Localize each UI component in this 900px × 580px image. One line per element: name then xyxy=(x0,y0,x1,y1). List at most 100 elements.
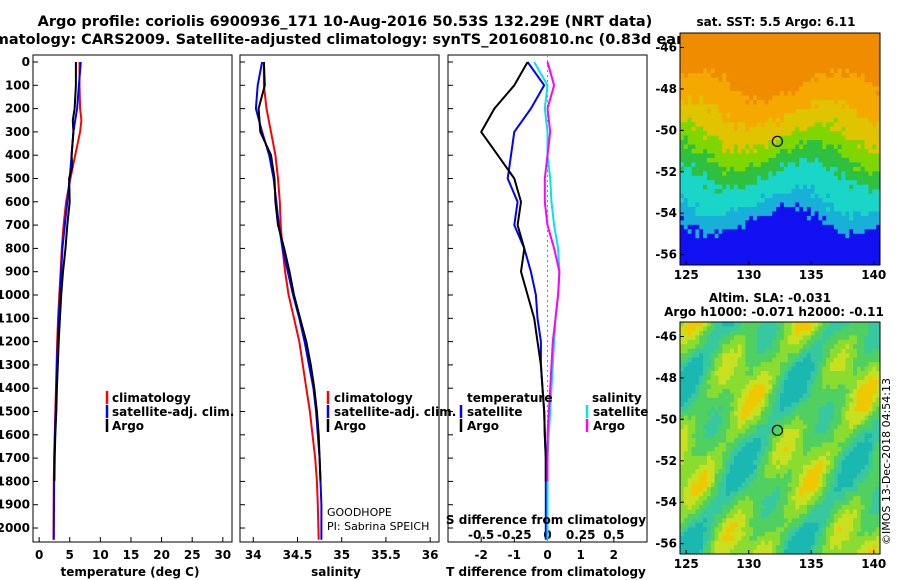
map-cell xyxy=(733,256,739,261)
map-cell xyxy=(872,442,877,448)
map-cell xyxy=(706,117,712,123)
map-cell xyxy=(737,256,742,261)
map-cell xyxy=(772,95,777,101)
map-cell xyxy=(753,420,758,426)
map-cell xyxy=(841,247,846,253)
map-cell xyxy=(849,348,854,354)
map-cell xyxy=(722,500,727,506)
map-cell xyxy=(680,64,685,70)
map-cell xyxy=(710,487,716,492)
map-cell xyxy=(876,375,881,381)
map-cell xyxy=(687,99,692,105)
map-cell xyxy=(753,406,758,412)
map-cell xyxy=(826,193,831,199)
map-cell xyxy=(803,140,808,145)
map-cell xyxy=(856,184,862,190)
map-cell xyxy=(830,113,835,119)
map-cell xyxy=(726,202,731,208)
map-cell xyxy=(737,55,742,61)
x-tick-label: 10 xyxy=(92,548,109,562)
map-cell xyxy=(730,180,735,186)
map-cell xyxy=(706,348,712,354)
map-cell xyxy=(826,451,831,457)
map-cell xyxy=(783,460,789,466)
map-cell xyxy=(741,108,746,114)
map-cell xyxy=(741,326,746,332)
map-cell xyxy=(791,322,796,327)
map-cell xyxy=(699,99,704,105)
map-cell xyxy=(710,362,716,368)
map-cell xyxy=(726,478,731,484)
map-cell xyxy=(818,64,823,70)
map-cell xyxy=(791,326,796,332)
map-cell xyxy=(787,442,792,448)
map-cell xyxy=(703,429,708,434)
map-cell xyxy=(760,180,766,186)
map-cell xyxy=(768,406,773,412)
map-cell xyxy=(737,157,742,163)
map-cell xyxy=(876,104,881,110)
map-cell xyxy=(706,99,712,105)
map-cell xyxy=(706,95,712,101)
map-cell xyxy=(810,207,816,212)
map-cell xyxy=(687,171,692,177)
map-cell xyxy=(764,500,769,506)
map-cell xyxy=(795,424,800,430)
map-cell xyxy=(722,198,727,203)
map-cell xyxy=(687,175,692,181)
map-cell xyxy=(683,171,689,177)
map-cell xyxy=(830,193,835,199)
map-cell xyxy=(860,460,866,466)
map-cell xyxy=(691,193,696,199)
map-cell xyxy=(803,207,808,212)
map-cell xyxy=(853,371,858,376)
map-cell xyxy=(806,446,812,452)
map-cell xyxy=(718,82,723,87)
map-cell xyxy=(737,108,742,114)
map-cell xyxy=(810,384,816,390)
map-cell xyxy=(791,362,796,368)
map-cell xyxy=(818,238,823,244)
map-cell xyxy=(787,500,792,506)
map-cell xyxy=(845,362,850,368)
map-cell xyxy=(806,180,812,186)
map-cell xyxy=(814,496,819,501)
map-cell xyxy=(772,478,777,484)
map-cell xyxy=(853,260,858,266)
map-cell xyxy=(833,415,839,421)
map-cell xyxy=(822,251,827,257)
map-cell xyxy=(753,113,758,119)
map-cell xyxy=(826,388,831,394)
map-cell xyxy=(853,491,858,497)
map-cell xyxy=(772,140,777,145)
map-cell xyxy=(733,500,739,506)
map-cell xyxy=(864,166,869,172)
map-cell xyxy=(733,140,739,145)
map-cell xyxy=(745,73,750,79)
map-cell xyxy=(860,180,866,186)
map-cell xyxy=(683,95,689,101)
map-cell xyxy=(756,73,762,79)
map-cell xyxy=(818,202,823,208)
map-cell xyxy=(803,455,808,461)
map-cell xyxy=(822,256,827,261)
map-cell xyxy=(818,322,823,327)
map-cell xyxy=(818,464,823,470)
map-cell xyxy=(680,207,685,212)
map-cell xyxy=(864,256,869,261)
map-cell xyxy=(860,175,866,181)
map-cell xyxy=(737,260,742,266)
map-cell xyxy=(822,424,827,430)
map-cell xyxy=(787,366,792,372)
map-cell xyxy=(868,357,873,363)
y-tick-label: 200 xyxy=(5,102,30,116)
map-cell xyxy=(703,242,708,248)
map-cell xyxy=(810,375,816,381)
map-cell xyxy=(768,415,773,421)
map-cell xyxy=(841,64,846,70)
map-cell xyxy=(856,166,862,172)
map-cell xyxy=(837,397,842,403)
map-cell xyxy=(699,126,704,132)
map-cell xyxy=(706,193,712,199)
map-cell xyxy=(872,339,877,345)
